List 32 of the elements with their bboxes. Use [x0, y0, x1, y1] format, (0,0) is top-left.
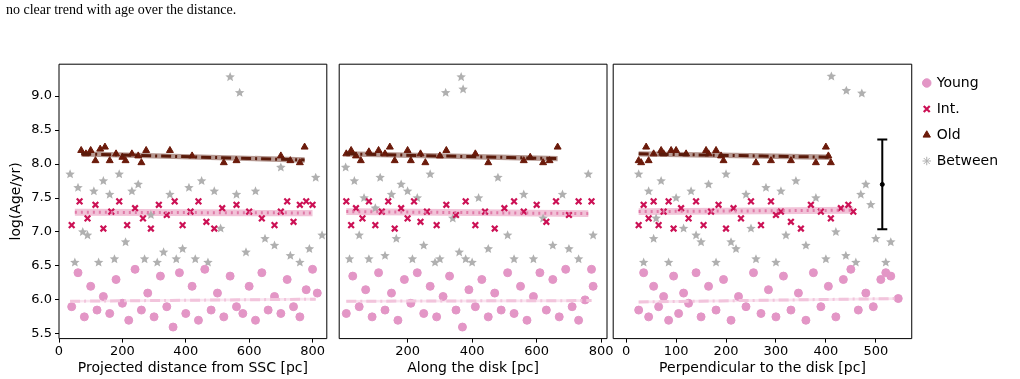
- y-tick-label: 6.0: [31, 291, 52, 307]
- x-tick-label: 400: [173, 342, 199, 358]
- legend-label: Between: [936, 151, 999, 168]
- y-tick-label: 8.5: [31, 121, 52, 137]
- x-tick-label: 400: [813, 342, 839, 358]
- x-tick-label: 800: [588, 342, 614, 358]
- y-tick-label: 7.5: [31, 189, 52, 205]
- x-tick-label: 200: [109, 342, 135, 358]
- x-tick-label: 500: [863, 342, 889, 358]
- legend-label: Young: [935, 73, 979, 90]
- x-axis-title: Projected distance from SSC [pc]: [77, 359, 308, 376]
- x-axis-title: Perpendicular to the disk [pc]: [659, 359, 866, 376]
- y-tick-label: 8.0: [31, 155, 52, 171]
- y-tick-label: 9.0: [31, 87, 52, 103]
- x-tick-label: 400: [459, 342, 485, 358]
- x-tick-label: 300: [763, 342, 789, 358]
- y-tick-label: 5.5: [31, 325, 52, 341]
- y-tick-label: 7.0: [31, 223, 52, 239]
- x-tick-label: 600: [524, 342, 550, 358]
- legend-label: Old: [936, 125, 961, 142]
- legend-label: Int.: [936, 99, 960, 116]
- x-tick-label: 600: [236, 342, 262, 358]
- text: no clear trend with age over the distance.: [6, 2, 237, 18]
- x-tick-label: 0: [622, 342, 631, 358]
- y-axis-title: log(Age/yr): [7, 162, 24, 241]
- x-tick-label: 800: [300, 342, 325, 358]
- x-axis-title: Along the disk [pc]: [407, 359, 540, 376]
- x-tick-label: 200: [395, 342, 421, 358]
- x-tick-label: 200: [713, 342, 739, 358]
- y-tick-label: 6.5: [31, 257, 52, 273]
- x-tick-label: 100: [663, 342, 689, 358]
- x-tick-label: 0: [54, 342, 64, 358]
